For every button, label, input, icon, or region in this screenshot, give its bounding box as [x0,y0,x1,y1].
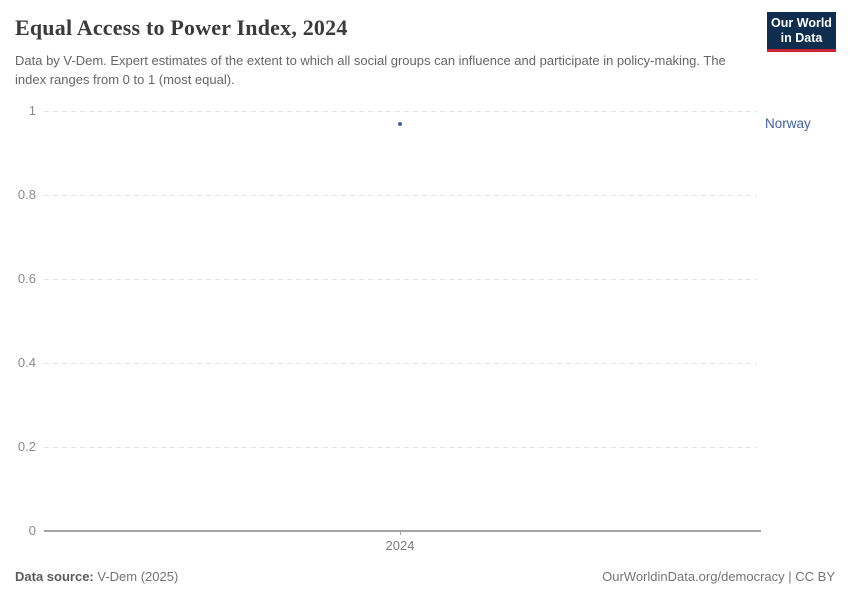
data-source-label: Data source: [15,569,94,584]
data-source-value: V-Dem (2025) [93,569,179,584]
y-axis-tick-label: 0.8 [17,187,36,202]
y-axis-tick-label: 1 [28,103,36,118]
chart-subtitle: Data by V-Dem. Expert estimates of the e… [15,53,726,87]
owid-logo-line1: Our World [771,16,832,30]
gridline [44,111,757,112]
gridline [44,195,757,196]
data-source-note: Data source: V-Dem (2025) [15,569,178,584]
y-axis-tick-label: 0.6 [17,271,36,286]
owid-logo[interactable]: Our World in Data [767,12,836,52]
page-title: Equal Access to Power Index, 2024 [15,15,348,40]
entity-label-norway[interactable]: Norway [765,115,811,131]
y-axis-tick-label: 0 [28,523,36,538]
x-axis-line [44,530,761,532]
owid-url-license[interactable]: OurWorldinData.org/democracy | CC BY [602,569,835,584]
y-axis-tick-label: 0.4 [17,355,36,370]
gridline [44,363,757,364]
x-axis-tick-mark [400,531,401,535]
data-point-norway[interactable] [398,121,402,126]
x-axis-tick-label: 2024 [385,538,415,553]
gridline [44,279,757,280]
gridline [44,447,757,448]
y-axis-tick-label: 0.2 [17,439,36,454]
owid-logo-line2: in Data [780,31,823,45]
